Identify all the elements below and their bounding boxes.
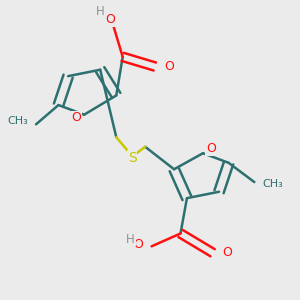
Text: O: O	[134, 238, 144, 251]
Text: O: O	[222, 246, 232, 259]
Text: S: S	[128, 151, 137, 165]
Text: O: O	[164, 60, 174, 73]
Text: H: H	[96, 5, 105, 18]
Text: O: O	[71, 111, 81, 124]
Text: H: H	[126, 233, 135, 246]
Text: O: O	[105, 14, 115, 26]
Text: O: O	[206, 142, 216, 155]
Text: CH₃: CH₃	[262, 179, 283, 189]
Text: CH₃: CH₃	[7, 116, 28, 126]
